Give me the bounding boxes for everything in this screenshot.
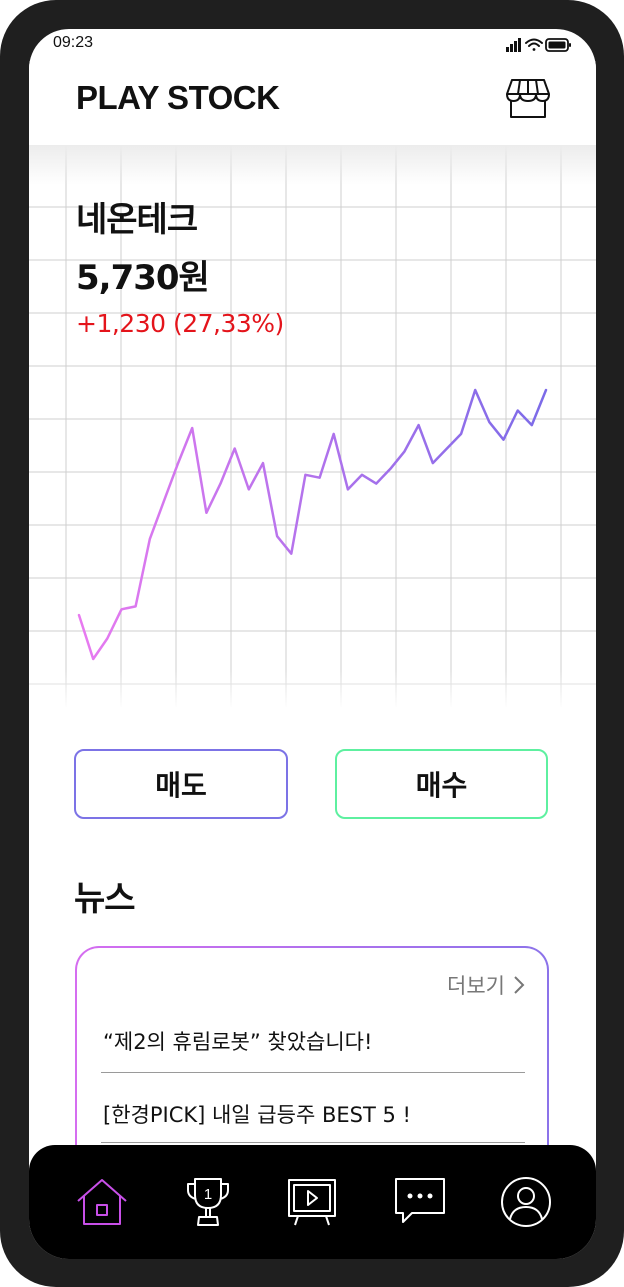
store-button[interactable] [504, 77, 552, 121]
news-more-label: 더보기 [447, 970, 505, 1000]
app-title: PLAY STOCK [76, 79, 279, 117]
app-header: PLAY STOCK [29, 61, 596, 145]
signal-icon [506, 38, 521, 52]
sell-button[interactable]: 매도 [74, 749, 288, 819]
tv-icon [285, 1175, 339, 1229]
chevron-right-icon [513, 975, 525, 995]
trophy-icon: 1 [181, 1175, 235, 1229]
sell-button-label: 매도 [155, 764, 207, 804]
tab-ranking[interactable]: 1 [181, 1175, 235, 1229]
news-more-link[interactable]: 더보기 [447, 970, 525, 1000]
status-icons [504, 35, 574, 55]
wifi-icon [526, 40, 542, 51]
news-divider [101, 1142, 525, 1143]
buy-button-label: 매수 [416, 764, 468, 804]
stock-name: 네온테크 [76, 192, 197, 241]
chart-bottom-fade [29, 669, 596, 709]
home-icon [75, 1175, 129, 1229]
battery-icon [546, 39, 571, 51]
chart-top-shadow [29, 145, 596, 185]
news-divider [101, 1072, 525, 1073]
buy-button[interactable]: 매수 [335, 749, 548, 819]
app-screen: 09:23 [29, 29, 596, 1259]
news-item[interactable]: [한경PICK] 내일 급등주 BEST 5 ! [103, 1099, 523, 1129]
stock-change: +1,230 (27,33%) [76, 309, 284, 338]
tab-home[interactable] [75, 1175, 129, 1229]
chat-bubble-icon [393, 1175, 447, 1229]
news-item[interactable]: “제2의 휴림로봇” 찾았습니다! [103, 1026, 523, 1056]
store-awning-icon [504, 77, 552, 121]
tab-chat[interactable] [393, 1175, 447, 1229]
bottom-tab-bar: 1 [29, 1145, 596, 1259]
tab-video[interactable] [285, 1175, 339, 1229]
stock-price: 5,730원 [76, 250, 209, 299]
news-section-title: 뉴스 [74, 871, 135, 920]
trophy-badge: 1 [204, 1186, 212, 1203]
status-bar: 09:23 [29, 29, 596, 61]
status-time: 09:23 [53, 34, 93, 52]
tab-profile[interactable] [499, 1175, 553, 1229]
profile-icon [499, 1175, 553, 1229]
